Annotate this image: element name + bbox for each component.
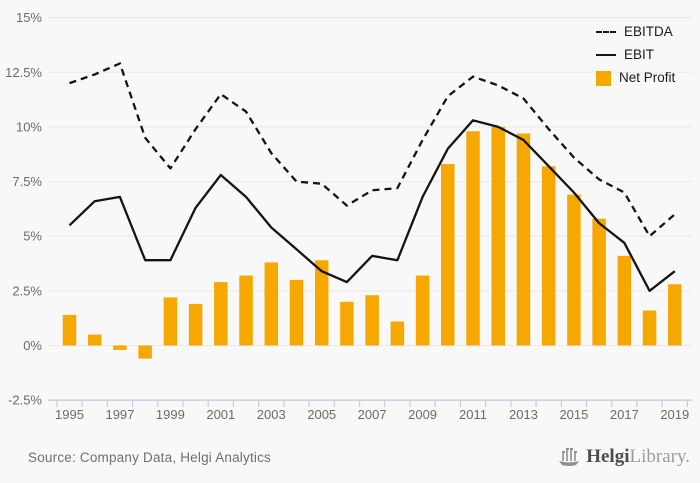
net-profit-bar-2014 (541, 166, 556, 346)
y-axis-tick-label: -2.5% (8, 393, 42, 408)
net-profit-bar-2002 (239, 275, 253, 346)
net-profit-bar-2003 (264, 262, 279, 346)
net-profit-bar-2016 (592, 218, 606, 346)
net-profit-bar-2006 (340, 301, 354, 346)
x-axis-tick-label: 2001 (206, 407, 235, 422)
y-axis-tick-label: 7.5% (12, 174, 42, 189)
y-axis-tick-label: 2.5% (12, 283, 42, 298)
net-profit-bar-2007 (365, 295, 379, 346)
x-axis-tick-label: 1997 (105, 407, 134, 422)
x-axis-tick-label: 2017 (610, 407, 639, 422)
footer: Source: Company Data, Helgi Analytics He (0, 440, 700, 483)
x-axis-tick-label: 1999 (156, 407, 185, 422)
legend-label-ebitda: EBITDA (624, 24, 673, 39)
y-axis-tick-label: 12.5% (5, 65, 42, 80)
net-profit-bar-2001 (214, 282, 228, 346)
legend-item-ebit: EBIT (596, 47, 675, 63)
x-axis-tick-label: 1995 (55, 407, 84, 422)
net-profit-bar-2010 (441, 164, 455, 346)
net-profit-bar-2008 (390, 321, 405, 346)
net-profit-bar-2013 (516, 133, 531, 346)
net-profit-bar-2012 (491, 126, 505, 346)
viking-ship-icon (559, 447, 580, 466)
y-axis-tick-label: 10% (16, 119, 42, 134)
net-profit-bar-2005 (314, 260, 329, 346)
net-profit-bar-1995 (62, 314, 77, 346)
x-axis-tick-label: 2009 (408, 407, 437, 422)
legend-item-ebitda: EBITDA (596, 24, 675, 40)
net-profit-bar-1997 (113, 345, 127, 350)
net-profit-bar-2019 (668, 284, 682, 346)
ebitda-line (69, 62, 676, 238)
net-profit-bar-1998 (138, 345, 152, 359)
x-axis-tick-label: 2003 (257, 407, 286, 422)
x-axis-tick-label: 2013 (509, 407, 538, 422)
x-axis-tick-label: 2019 (660, 407, 689, 422)
net-profit-bar-2000 (188, 303, 203, 346)
net-profit-bar-2015 (567, 194, 581, 346)
legend: EBITDA EBIT Net Profit (596, 24, 675, 86)
ebit-line (68, 119, 676, 293)
source-text: Source: Company Data, Helgi Analytics (28, 450, 272, 465)
solid-line-icon (596, 54, 616, 56)
net-profit-bar-1996 (87, 334, 102, 346)
logo-text: HelgiLibrary. (586, 446, 690, 467)
y-axis-tick-label: 5% (23, 229, 42, 244)
x-axis-tick-label: 2011 (459, 407, 487, 422)
combo-chart: 15% 12.5% 10% 7.5% 5% 2.5% 0% -2.5% 1995 1997 1999… (5, 10, 692, 422)
dashed-line-icon (596, 31, 616, 33)
legend-item-net-profit: Net Profit (596, 70, 675, 86)
net-profit-bar-2017 (617, 255, 632, 346)
y-axis-tick-label: 15% (16, 10, 42, 25)
legend-label-net-profit: Net Profit (619, 70, 676, 85)
bar-swatch-icon (596, 70, 611, 86)
net-profit-bar-2009 (415, 275, 430, 346)
x-axis-tick-label: 2007 (358, 407, 387, 422)
x-axis-tick-label: 2015 (559, 407, 588, 422)
net-profit-bar-2011 (466, 131, 480, 346)
helgi-library-logo: HelgiLibrary. (557, 446, 690, 468)
x-axis-tick-label: 2005 (307, 407, 336, 422)
net-profit-bar-1999 (163, 297, 178, 346)
net-profit-bar-2004 (289, 279, 304, 346)
net-profit-bar-2018 (642, 310, 657, 346)
legend-label-ebit: EBIT (624, 47, 655, 62)
y-axis-tick-label: 0% (23, 338, 42, 353)
